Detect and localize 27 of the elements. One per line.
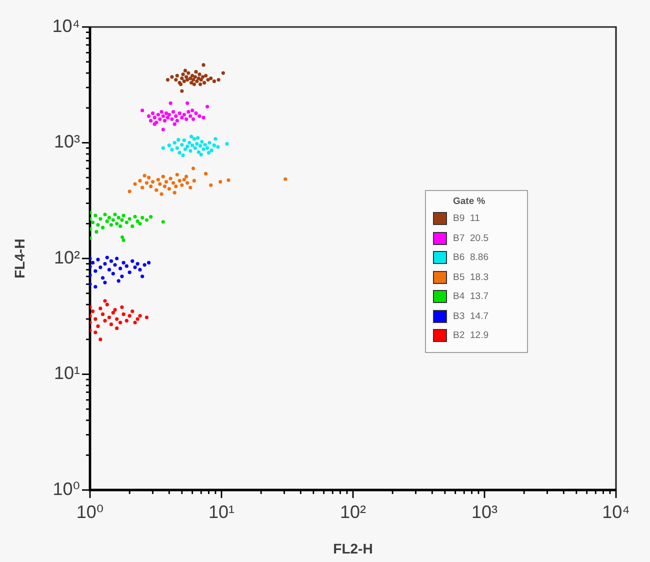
annotation: 18.3 [470,270,488,285]
annotation: 8.86 [470,251,488,266]
annotation: 12.9 [470,329,488,344]
annotation: 13.7 [470,290,488,304]
legend-label: B2 [453,329,466,344]
legend-label: B9 [453,212,466,226]
x-tick-label: 10⁰ [76,502,104,522]
legend-label: B5 [453,270,466,285]
x-tick-label: 10⁴ [602,502,630,522]
y-tick-label: 10⁴ [52,16,80,36]
annotation: 20.5 [470,232,488,246]
y-tick-label: 10⁰ [52,478,80,499]
y-axis-title: FL4-H [11,238,28,278]
y-tick-label: 10² [54,247,80,268]
y-tick-label: 10¹ [54,363,80,384]
legend-label: B6 [453,251,466,266]
x-tick-label: 10³ [471,502,498,522]
annotation: 11 [470,212,481,226]
legend-label: B3 [453,310,466,324]
x-axis-title: FL2-H [333,540,373,556]
legend-label: B4 [453,290,466,304]
y-tick-label: 10³ [54,132,80,152]
legend-title: Gate % [453,195,486,209]
x-tick-label: 10² [340,502,366,522]
legend-label: B7 [453,232,466,246]
x-tick-label: 10¹ [208,502,235,522]
annotation: 14.7 [470,310,488,324]
